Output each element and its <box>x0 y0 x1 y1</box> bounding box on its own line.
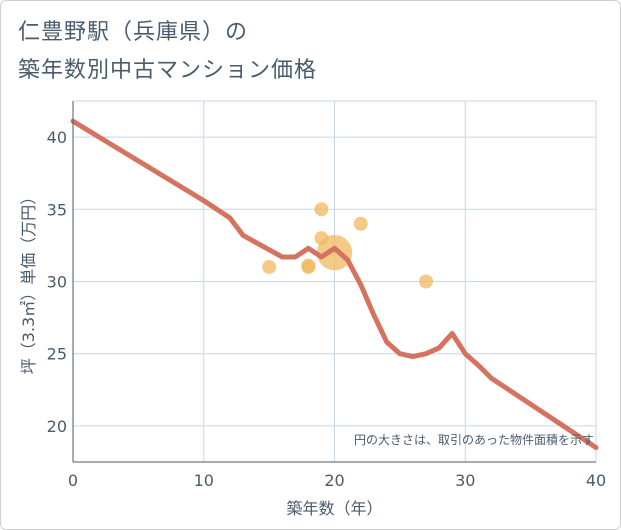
bubble-point <box>301 258 316 273</box>
x-axis-title: 築年数（年） <box>286 499 382 518</box>
x-tick-label: 0 <box>68 471 78 490</box>
grid-lines <box>73 100 597 462</box>
y-tick-label: 40 <box>47 128 67 147</box>
y-tick-label: 20 <box>47 417 67 436</box>
bubble-series <box>262 202 434 289</box>
x-tick-label: 40 <box>586 471 606 490</box>
bubble-point <box>353 216 368 231</box>
bubble-point <box>314 202 329 217</box>
y-tick-label: 30 <box>47 273 67 292</box>
chart-title-line1: 仁豊野駅（兵庫県）の <box>18 20 249 45</box>
y-tick-label: 35 <box>47 200 67 219</box>
bubble-point <box>419 274 434 289</box>
y-axis-title: 坪（3.3㎡）単価（万円） <box>19 189 38 374</box>
x-tick-label: 30 <box>455 471 475 490</box>
bubble-size-note: 円の大きさは、取引のあった物件面積を示す <box>354 432 594 447</box>
chart-title-line2: 築年数別中古マンション価格 <box>18 58 318 83</box>
bubble-point <box>316 234 353 271</box>
x-tick-label: 10 <box>194 471 214 490</box>
axis-labels: 0 10 20 30 40 20 25 30 35 40 築年数（年） 坪（3.3㎡）単価（万円） 円の… <box>19 128 606 518</box>
price-line-series <box>70 118 599 451</box>
price-line <box>70 118 599 451</box>
y-tick-label: 25 <box>47 345 67 364</box>
bubble-point <box>262 260 277 275</box>
axes <box>72 101 596 463</box>
x-tick-label: 20 <box>324 471 344 490</box>
